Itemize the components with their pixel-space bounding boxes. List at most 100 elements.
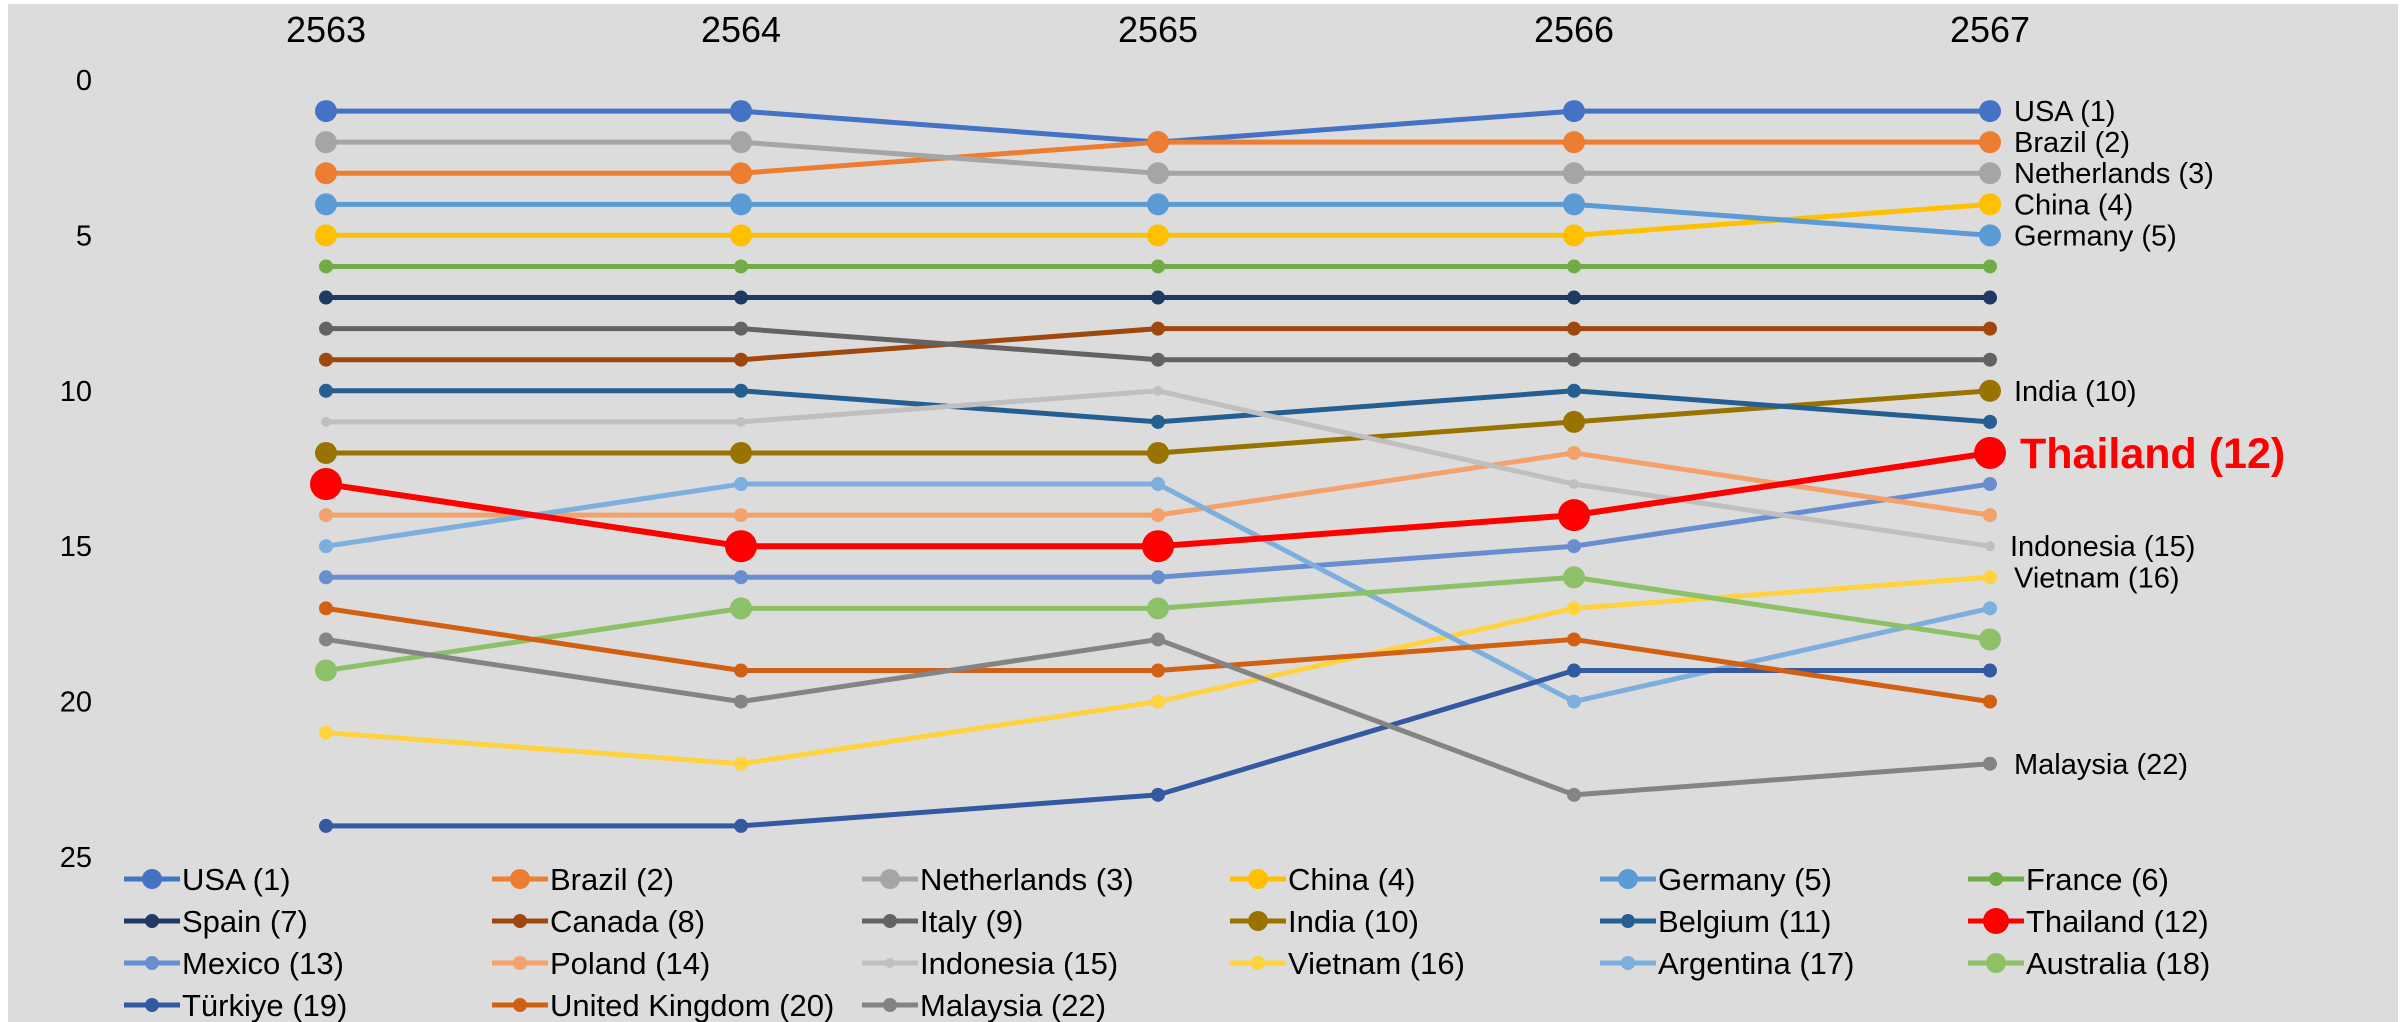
y-tick-label: 15 (60, 531, 92, 563)
data-point-netherlands-3 (1979, 162, 2001, 185)
data-point-netherlands-3 (315, 131, 337, 154)
data-point-vietnam-16 (1567, 601, 1581, 616)
data-point-france-6 (1983, 259, 1997, 274)
legend-item-türkiye-19: Türkiye (19) (124, 988, 347, 1022)
data-point-malaysia-22 (734, 694, 748, 709)
data-point-thailand-12 (1558, 499, 1590, 532)
data-point-vietnam-16 (319, 725, 333, 740)
data-point-italy-9 (734, 321, 748, 336)
data-point-indonesia-15 (1985, 541, 1995, 552)
data-point-australia-18 (730, 597, 752, 620)
data-point-australia-18 (1979, 628, 2001, 651)
data-point-australia-18 (315, 659, 337, 682)
data-point-united-kingdom-20 (1567, 632, 1581, 647)
legend-label: Spain (7) (182, 904, 308, 939)
series-end-label: Indonesia (15) (2010, 531, 2195, 563)
data-point-united-kingdom-20 (319, 601, 333, 616)
legend-marker-italy-9 (883, 914, 897, 928)
x-tick-label: 2563 (286, 9, 366, 50)
data-point-germany-5 (1147, 193, 1169, 216)
data-point-poland-14 (1567, 445, 1581, 460)
data-point-belgium-11 (1567, 383, 1581, 398)
legend: USA (1) Brazil (2) Netherlands (3) China (4… (124, 862, 2210, 1022)
legend-label: Türkiye (19) (182, 988, 347, 1022)
legend-marker-usa-1 (142, 869, 162, 889)
data-point-indonesia-15 (736, 416, 746, 427)
series-end-label: Vietnam (16) (2014, 562, 2180, 594)
series-end-label: Germany (5) (2014, 220, 2177, 252)
data-point-usa-1 (1563, 100, 1585, 123)
legend-marker-australia-18 (1986, 953, 2006, 973)
data-point-france-6 (1567, 259, 1581, 274)
data-point-thailand-12 (725, 530, 757, 563)
data-point-germany-5 (1979, 224, 2001, 247)
data-point-france-6 (319, 259, 333, 274)
data-point-united-kingdom-20 (734, 663, 748, 678)
data-point-india-10 (730, 441, 752, 464)
legend-label: Indonesia (15) (920, 946, 1118, 981)
data-point-australia-18 (1563, 566, 1585, 589)
legend-item-malaysia-22: Malaysia (22) (862, 988, 1106, 1022)
legend-marker-spain-7 (145, 914, 159, 928)
x-tick-label: 2564 (701, 9, 781, 50)
legend-item-belgium-11: Belgium (11) (1600, 904, 1831, 939)
data-point-poland-14 (1151, 508, 1165, 523)
legend-item-france-6: France (6) (1968, 862, 2169, 897)
legend-item-brazil-2: Brazil (2) (492, 862, 674, 897)
legend-item-vietnam-16: Vietnam (16) (1230, 946, 1465, 981)
data-point-germany-5 (315, 193, 337, 216)
legend-label: Belgium (11) (1658, 904, 1831, 939)
data-point-spain-7 (319, 290, 333, 305)
legend-item-poland-14: Poland (14) (492, 946, 710, 981)
data-point-brazil-2 (315, 162, 337, 185)
legend-label: Australia (18) (2026, 946, 2210, 981)
legend-marker-indonesia-15 (885, 958, 895, 968)
data-point-italy-9 (1151, 352, 1165, 367)
data-point-india-10 (315, 441, 337, 464)
series-end-label: India (10) (2014, 376, 2137, 408)
data-point-mexico-13 (1151, 570, 1165, 585)
data-point-usa-1 (1979, 100, 2001, 123)
data-point-united-kingdom-20 (1151, 663, 1165, 678)
y-tick-label: 10 (60, 376, 92, 408)
data-point-brazil-2 (1147, 131, 1169, 154)
data-point-belgium-11 (319, 383, 333, 398)
data-point-china-4 (1147, 224, 1169, 247)
legend-label: United Kingdom (20) (550, 988, 834, 1022)
legend-item-spain-7: Spain (7) (124, 904, 308, 939)
data-point-belgium-11 (1983, 414, 1997, 429)
legend-marker-türkiye-19 (145, 998, 159, 1012)
legend-marker-belgium-11 (1621, 914, 1635, 928)
data-point-india-10 (1979, 379, 2001, 402)
legend-marker-vietnam-16 (1251, 956, 1265, 970)
data-point-mexico-13 (1983, 477, 1997, 492)
data-point-usa-1 (315, 100, 337, 123)
data-point-spain-7 (734, 290, 748, 305)
data-point-united-kingdom-20 (1983, 694, 1997, 709)
legend-label: Mexico (13) (182, 946, 344, 981)
series-end-label: Malaysia (22) (2014, 749, 2188, 781)
data-point-vietnam-16 (734, 756, 748, 771)
data-point-netherlands-3 (730, 131, 752, 154)
legend-marker-united-kingdom-20 (513, 998, 527, 1012)
legend-label: Thailand (12) (2026, 904, 2209, 939)
series-end-label: Thailand (12) (2020, 430, 2285, 478)
y-tick-label: 20 (60, 687, 92, 719)
data-point-türkiye-19 (734, 818, 748, 833)
y-tick-label: 0 (76, 65, 92, 97)
legend-marker-malaysia-22 (883, 998, 897, 1012)
data-point-türkiye-19 (1151, 787, 1165, 802)
legend-item-usa-1: USA (1) (124, 862, 291, 897)
x-tick-label: 2565 (1118, 9, 1198, 50)
legend-item-china-4: China (4) (1230, 862, 1416, 897)
data-point-thailand-12 (1974, 436, 2006, 469)
legend-label: Poland (14) (550, 946, 710, 981)
x-tick-label: 2567 (1950, 9, 2030, 50)
data-point-netherlands-3 (1563, 162, 1585, 185)
legend-marker-thailand-12 (1983, 908, 2009, 934)
data-point-france-6 (1151, 259, 1165, 274)
legend-marker-france-6 (1989, 872, 2003, 886)
legend-label: Italy (9) (920, 904, 1023, 939)
data-point-india-10 (1147, 441, 1169, 464)
